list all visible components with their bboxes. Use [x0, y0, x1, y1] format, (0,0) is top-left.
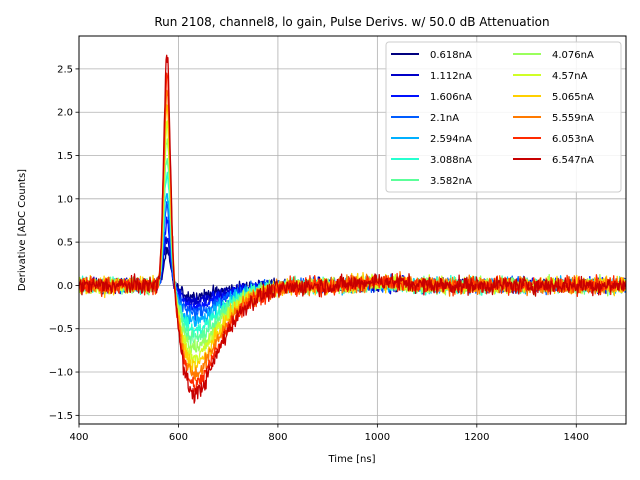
y-tick-label: 2.0: [57, 108, 73, 119]
y-axis-label: Derivative [ADC Counts]: [17, 169, 28, 291]
legend-entry: 1.112nA: [430, 71, 472, 82]
legend-entry: 0.618nA: [430, 50, 472, 61]
x-tick-label: 1200: [464, 432, 489, 443]
legend-entry: 5.065nA: [552, 92, 594, 103]
legend-entry: 4.57nA: [552, 71, 588, 82]
legend-entry: 2.594nA: [430, 134, 472, 145]
x-tick-label: 400: [69, 432, 88, 443]
y-tick-label: −1.0: [49, 368, 73, 379]
y-tick-label: 0.0: [57, 281, 73, 292]
x-axis: 400 600 800 1000 1200 1400: [69, 424, 589, 443]
series-line-6.547nA: [79, 54, 626, 404]
legend-entry: 6.053nA: [552, 134, 594, 145]
legend-entry: 2.1nA: [430, 113, 459, 124]
y-tick-label: 0.5: [57, 238, 73, 249]
y-tick-label: −1.5: [49, 411, 73, 422]
legend-box: [385, 41, 622, 193]
legend-entry: 3.088nA: [430, 155, 472, 166]
y-tick-label: −0.5: [49, 324, 73, 335]
x-tick-label: 800: [268, 432, 287, 443]
x-axis-label: Time [ns]: [327, 454, 375, 465]
legend-entry: 3.582nA: [430, 176, 472, 187]
legend-entry: 5.559nA: [552, 113, 594, 124]
legend: 0.618nA 1.112nA 1.606nA 2.1nA 2.594nA 3.088nA…: [385, 41, 622, 193]
legend-entry: 4.076nA: [552, 50, 594, 61]
series-layer: [79, 54, 626, 404]
y-tick-label: 1.5: [57, 151, 73, 162]
x-tick-label: 600: [169, 432, 188, 443]
y-axis: −1.5 −1.0 −0.5 0.0 0.5 1.0 1.5 2.0 2.5: [49, 64, 79, 422]
legend-entry: 1.606nA: [430, 92, 472, 103]
y-tick-label: 1.0: [57, 194, 73, 205]
legend-entry: 6.547nA: [552, 155, 594, 166]
y-tick-label: 2.5: [57, 64, 73, 75]
x-tick-label: 1400: [564, 432, 589, 443]
x-tick-label: 1000: [365, 432, 390, 443]
chart-title: Run 2108, channel8, lo gain, Pulse Deriv…: [154, 15, 549, 29]
plot-frame: [78, 35, 627, 425]
